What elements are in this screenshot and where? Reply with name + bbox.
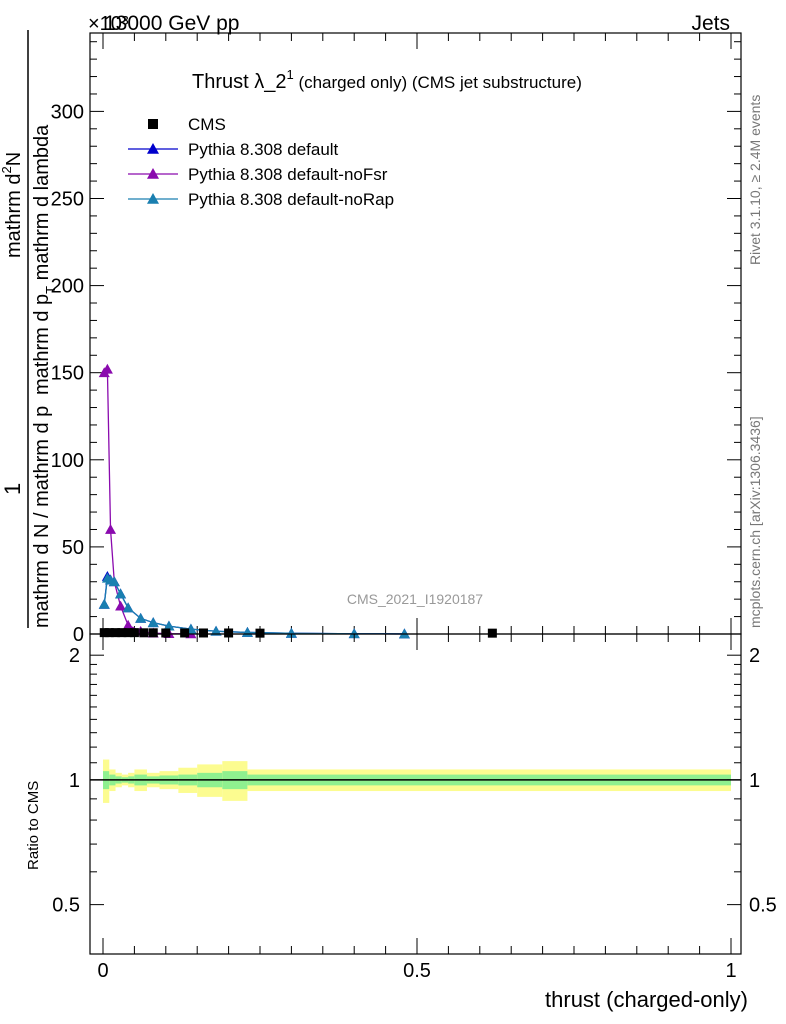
y-axis-label-numer: 1	[0, 483, 25, 495]
legend: CMS Pythia 8.308 default Pythia 8.308 defa…	[128, 115, 394, 209]
x-tick-label: 0.5	[403, 960, 431, 982]
data-point	[224, 628, 234, 638]
y-tick-label: 200	[51, 276, 84, 298]
series-point	[108, 576, 120, 587]
series-point	[163, 620, 175, 631]
data-point	[255, 628, 265, 638]
y-axis-label: 1 mathrm d N / mathrm d p mathrm d2N mat…	[0, 30, 58, 628]
series-line	[103, 367, 191, 635]
y-tick-label: 0	[73, 624, 84, 646]
series-point	[115, 600, 127, 611]
series-point	[122, 619, 134, 630]
analysis-watermark: CMS_2021_I1920187	[347, 591, 483, 607]
legend-label: Pythia 8.308 default-noFsr	[188, 165, 388, 184]
ratio-y-tick-label-right: 2	[749, 645, 760, 667]
ratio-x-ticks: 0 0.5 1	[97, 634, 737, 982]
series-point	[101, 363, 113, 374]
legend-marker	[148, 119, 158, 129]
data-point	[123, 628, 133, 638]
ratio-y-ticks: 0.5 0.5 1 1 2 2	[52, 645, 777, 916]
data-point	[139, 628, 149, 638]
data-point	[161, 628, 171, 638]
ratio-y-tick-label-right: 1	[749, 770, 760, 792]
data-point	[104, 628, 114, 638]
legend-marker	[147, 143, 159, 154]
data-point	[129, 628, 139, 638]
data-point	[117, 628, 127, 638]
series-point	[105, 523, 117, 534]
y-axis-label-denom: mathrm d N / mathrm d p	[31, 406, 53, 628]
data-point	[487, 628, 497, 638]
series-point	[398, 628, 410, 639]
x-tick-label: 1	[725, 960, 736, 982]
ratio-panel-frame	[89, 633, 742, 955]
legend-label: CMS	[188, 115, 226, 134]
ratio-y-tick-label: 0.5	[52, 895, 80, 917]
plot-title-suffix: (charged only) (CMS jet substructure)	[294, 73, 582, 92]
y-tick-label: 150	[51, 363, 84, 385]
legend-label: Pythia 8.308 default-noRap	[188, 190, 394, 209]
series-point	[98, 598, 110, 609]
series-point	[285, 627, 297, 638]
ratio-band	[103, 759, 731, 803]
y-tick-label: 50	[62, 537, 84, 559]
data-point	[198, 628, 208, 638]
series-point	[122, 602, 134, 613]
ratio-y-axis-label: Ratio to CMS	[25, 781, 42, 870]
exponent-label: ×10³	[88, 13, 129, 35]
plot-title: Thrust λ_21 (charged only) (CMS jet subs…	[192, 67, 582, 93]
plot-title-sup: 1	[286, 67, 293, 82]
y-axis-label-upper: mathrm d2N	[0, 152, 25, 258]
ratio-y-tick-label: 1	[69, 770, 80, 792]
legend-marker	[147, 168, 159, 179]
legend-label: Pythia 8.308 default	[188, 140, 339, 159]
data-point	[180, 628, 190, 638]
energy-label: 13000 GeV pp	[104, 12, 239, 35]
main-series	[98, 363, 497, 639]
y-tick-label: 100	[51, 450, 84, 472]
series-point	[135, 612, 147, 623]
data-point	[111, 628, 121, 638]
y-axis-label-upper-2: mathrm d pT mathrm d lambda	[31, 124, 58, 395]
mcplots-label: mcplots.cern.ch [arXiv:1306.3436]	[747, 416, 763, 628]
data-point	[99, 628, 109, 638]
series-point	[147, 617, 159, 628]
y-tick-label: 300	[51, 101, 84, 123]
ratio-y-tick-label: 2	[69, 645, 80, 667]
plot-title-main: Thrust λ_2	[192, 71, 286, 93]
series-point	[348, 628, 360, 639]
y-tick-label: 250	[51, 188, 84, 210]
x-axis-label: thrust (charged-only)	[545, 987, 748, 1012]
data-point	[148, 628, 158, 638]
ratio-y-tick-label-right: 0.5	[749, 895, 777, 917]
rivet-label: Rivet 3.1.10, ≥ 2.4M events	[747, 95, 763, 265]
main-y-ticks: 0 50 100 150 200 250 300	[51, 41, 741, 646]
x-tick-label: 0	[97, 960, 108, 982]
series-point	[115, 588, 127, 599]
process-label: Jets	[691, 12, 730, 35]
series-point	[210, 625, 222, 636]
legend-marker	[147, 193, 159, 204]
